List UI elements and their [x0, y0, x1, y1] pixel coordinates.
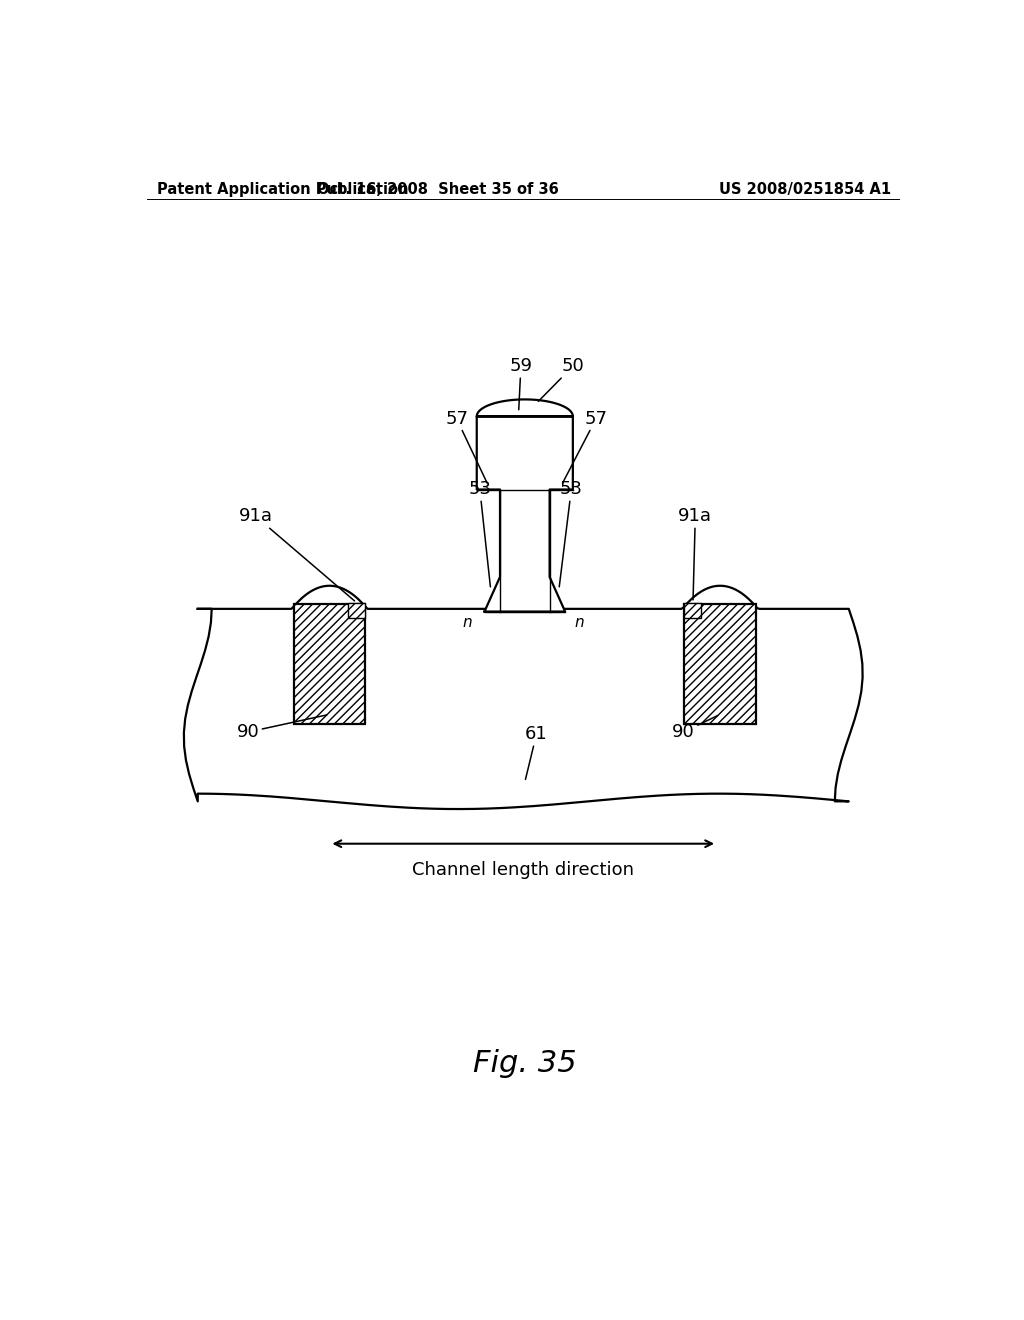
Text: 50: 50 [539, 358, 585, 401]
Text: 57: 57 [562, 409, 607, 483]
Text: 90: 90 [673, 715, 718, 741]
Bar [684, 605, 756, 723]
Text: US 2008/0251854 A1: US 2008/0251854 A1 [719, 182, 891, 197]
Text: 61: 61 [525, 726, 548, 779]
Text: n: n [574, 615, 584, 630]
Text: Patent Application Publication: Patent Application Publication [158, 182, 409, 197]
Text: 53: 53 [559, 480, 583, 587]
Text: Fig. 35: Fig. 35 [473, 1048, 577, 1077]
Bar [348, 603, 366, 618]
Bar [684, 603, 701, 618]
Text: Oct. 16, 2008  Sheet 35 of 36: Oct. 16, 2008 Sheet 35 of 36 [317, 182, 559, 197]
Text: Channel length direction: Channel length direction [413, 861, 634, 879]
Polygon shape [184, 586, 862, 809]
Text: 90: 90 [237, 715, 327, 741]
Text: 57: 57 [445, 409, 487, 483]
Text: n: n [463, 615, 472, 630]
Text: 91a: 91a [678, 507, 713, 599]
Text: 59: 59 [509, 358, 532, 409]
Text: 91a: 91a [239, 507, 354, 601]
Bar [294, 605, 366, 723]
Polygon shape [477, 400, 572, 611]
Text: 53: 53 [468, 480, 492, 587]
